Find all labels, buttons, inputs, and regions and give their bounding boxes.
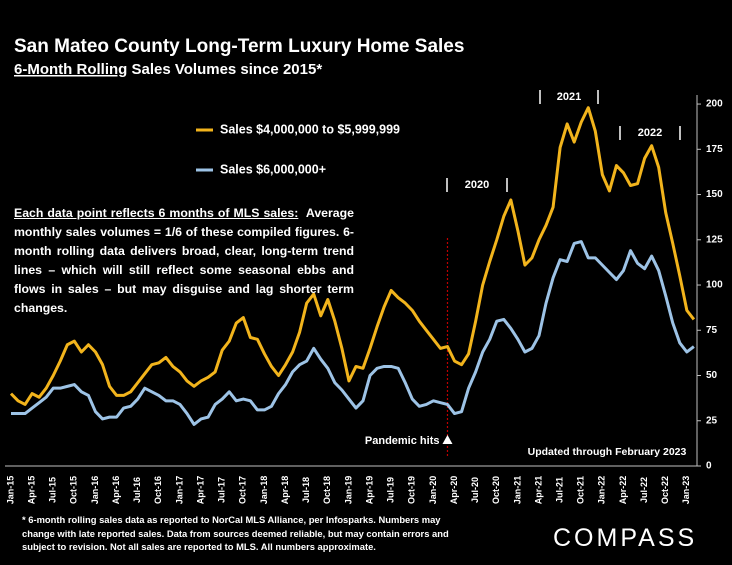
x-tick-label: Apr-18 [280, 476, 290, 505]
pandemic-arrow [442, 435, 453, 444]
x-tick-label: Apr-21 [533, 476, 543, 505]
x-tick-label: Oct-17 [238, 476, 248, 504]
y-tick-label: 0 [706, 461, 712, 472]
chart-subtitle: 6-Month Rolling Sales Volumes since 2015… [14, 61, 322, 78]
x-tick-label: Oct-20 [491, 476, 501, 504]
x-tick-label: Jul-15 [48, 477, 58, 503]
chart-title: San Mateo County Long-Term Luxury Home S… [14, 36, 464, 57]
series-line [9, 106, 696, 406]
y-tick-label: 175 [706, 144, 723, 155]
x-tick-label: Apr-17 [195, 476, 205, 505]
y-tick-label: 50 [706, 370, 718, 381]
updated-label: Updated through February 2023 [528, 446, 687, 458]
x-tick-label: Apr-20 [449, 476, 459, 505]
x-tick-label: Jul-17 [217, 477, 227, 503]
y-tick-label: 200 [706, 99, 723, 110]
x-tick-label: Apr-19 [364, 476, 374, 505]
x-tick-label: Oct-18 [322, 476, 332, 504]
subtitle-rest: Sales Volumes since 2015* [127, 61, 322, 78]
series-line [11, 240, 695, 426]
x-tick-label: Oct-22 [660, 476, 670, 504]
x-tick-label: Apr-15 [26, 476, 36, 505]
x-tick-label: Jul-19 [386, 477, 396, 503]
x-tick-label: Jan-18 [259, 476, 269, 505]
x-tick-label: Jul-20 [470, 477, 480, 503]
legend-label: Sales $6,000,000+ [220, 162, 326, 176]
y-tick-label: 75 [706, 325, 718, 336]
x-tick-label: Apr-22 [618, 476, 628, 505]
x-tick-label: Oct-19 [407, 476, 417, 504]
x-tick-label: Jul-18 [301, 477, 311, 503]
brand-logo: COMPASS [553, 524, 698, 552]
x-tick-label: Jul-16 [132, 477, 142, 503]
x-tick-label: Jan-16 [90, 476, 100, 505]
year-annotation: 2022 [638, 127, 662, 139]
x-tick-label: Apr-16 [111, 476, 121, 505]
x-tick-label: Jan-23 [681, 476, 691, 505]
x-tick-label: Oct-15 [69, 476, 79, 504]
x-tick-label: Jan-17 [174, 476, 184, 505]
y-tick-label: 125 [706, 234, 723, 245]
year-annotation: 2021 [557, 91, 581, 103]
year-annotation: 2020 [465, 179, 489, 191]
footnote: * 6-month rolling sales data as reported… [22, 514, 449, 552]
x-tick-label: Oct-16 [153, 476, 163, 504]
note-rest: Average monthly sales volumes = 1/6 of t… [14, 206, 358, 315]
note: Each data point reflects 6 months of MLS… [14, 204, 354, 318]
x-tick-label: Jan-15 [5, 476, 15, 505]
x-tick-label: Jan-22 [597, 476, 607, 505]
x-tick-label: Jan-20 [428, 476, 438, 505]
x-tick-label: Oct-21 [576, 476, 586, 504]
y-tick-label: 25 [706, 415, 718, 426]
legend-label: Sales $4,000,000 to $5,999,999 [220, 122, 400, 136]
note-underlined: Each data point reflects 6 months of MLS… [14, 206, 299, 220]
x-tick-label: Jul-22 [639, 477, 649, 503]
x-tick-label: Jan-19 [343, 476, 353, 505]
x-tick-label: Jan-21 [512, 476, 522, 505]
pandemic-label: Pandemic hits [365, 435, 440, 447]
x-tick-label: Jul-21 [554, 477, 564, 503]
subtitle-underlined: 6-Month Rolling [14, 61, 127, 78]
y-tick-label: 100 [706, 280, 723, 291]
y-tick-label: 150 [706, 189, 723, 200]
